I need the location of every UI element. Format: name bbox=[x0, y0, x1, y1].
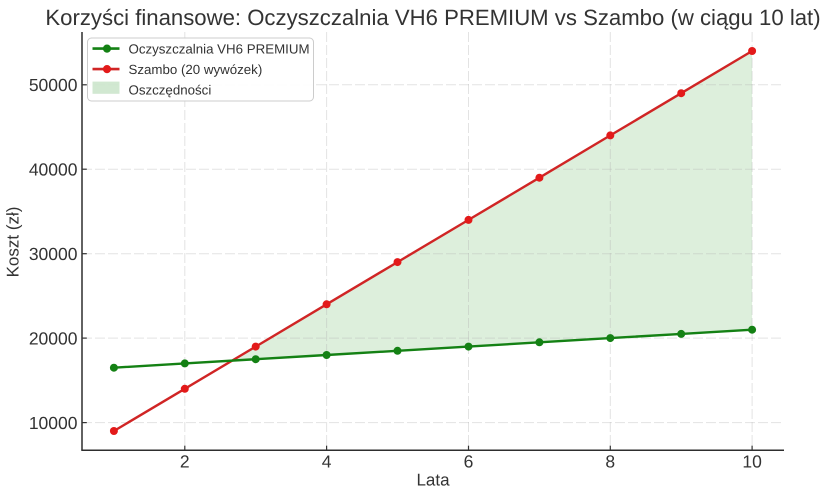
svg-text:40000: 40000 bbox=[29, 160, 78, 180]
svg-text:20000: 20000 bbox=[29, 328, 78, 348]
svg-text:Oszczędności: Oszczędności bbox=[129, 82, 212, 97]
svg-text:Szambo (20 wywózek): Szambo (20 wywózek) bbox=[129, 62, 263, 77]
svg-text:10: 10 bbox=[742, 452, 762, 472]
svg-text:2: 2 bbox=[180, 452, 190, 472]
svg-text:30000: 30000 bbox=[29, 244, 78, 264]
svg-text:Oczyszczalnia VH6 PREMIUM: Oczyszczalnia VH6 PREMIUM bbox=[129, 42, 310, 57]
svg-text:50000: 50000 bbox=[29, 75, 78, 95]
svg-text:6: 6 bbox=[464, 452, 474, 472]
svg-text:10000: 10000 bbox=[29, 413, 78, 433]
svg-text:8: 8 bbox=[605, 452, 615, 472]
svg-text:Korzyści finansowe: Oczyszczal: Korzyści finansowe: Oczyszczalnia VH6 PR… bbox=[45, 5, 820, 30]
svg-text:4: 4 bbox=[322, 452, 332, 472]
svg-text:Lata: Lata bbox=[416, 471, 450, 490]
svg-text:Koszt (zł): Koszt (zł) bbox=[4, 207, 23, 278]
